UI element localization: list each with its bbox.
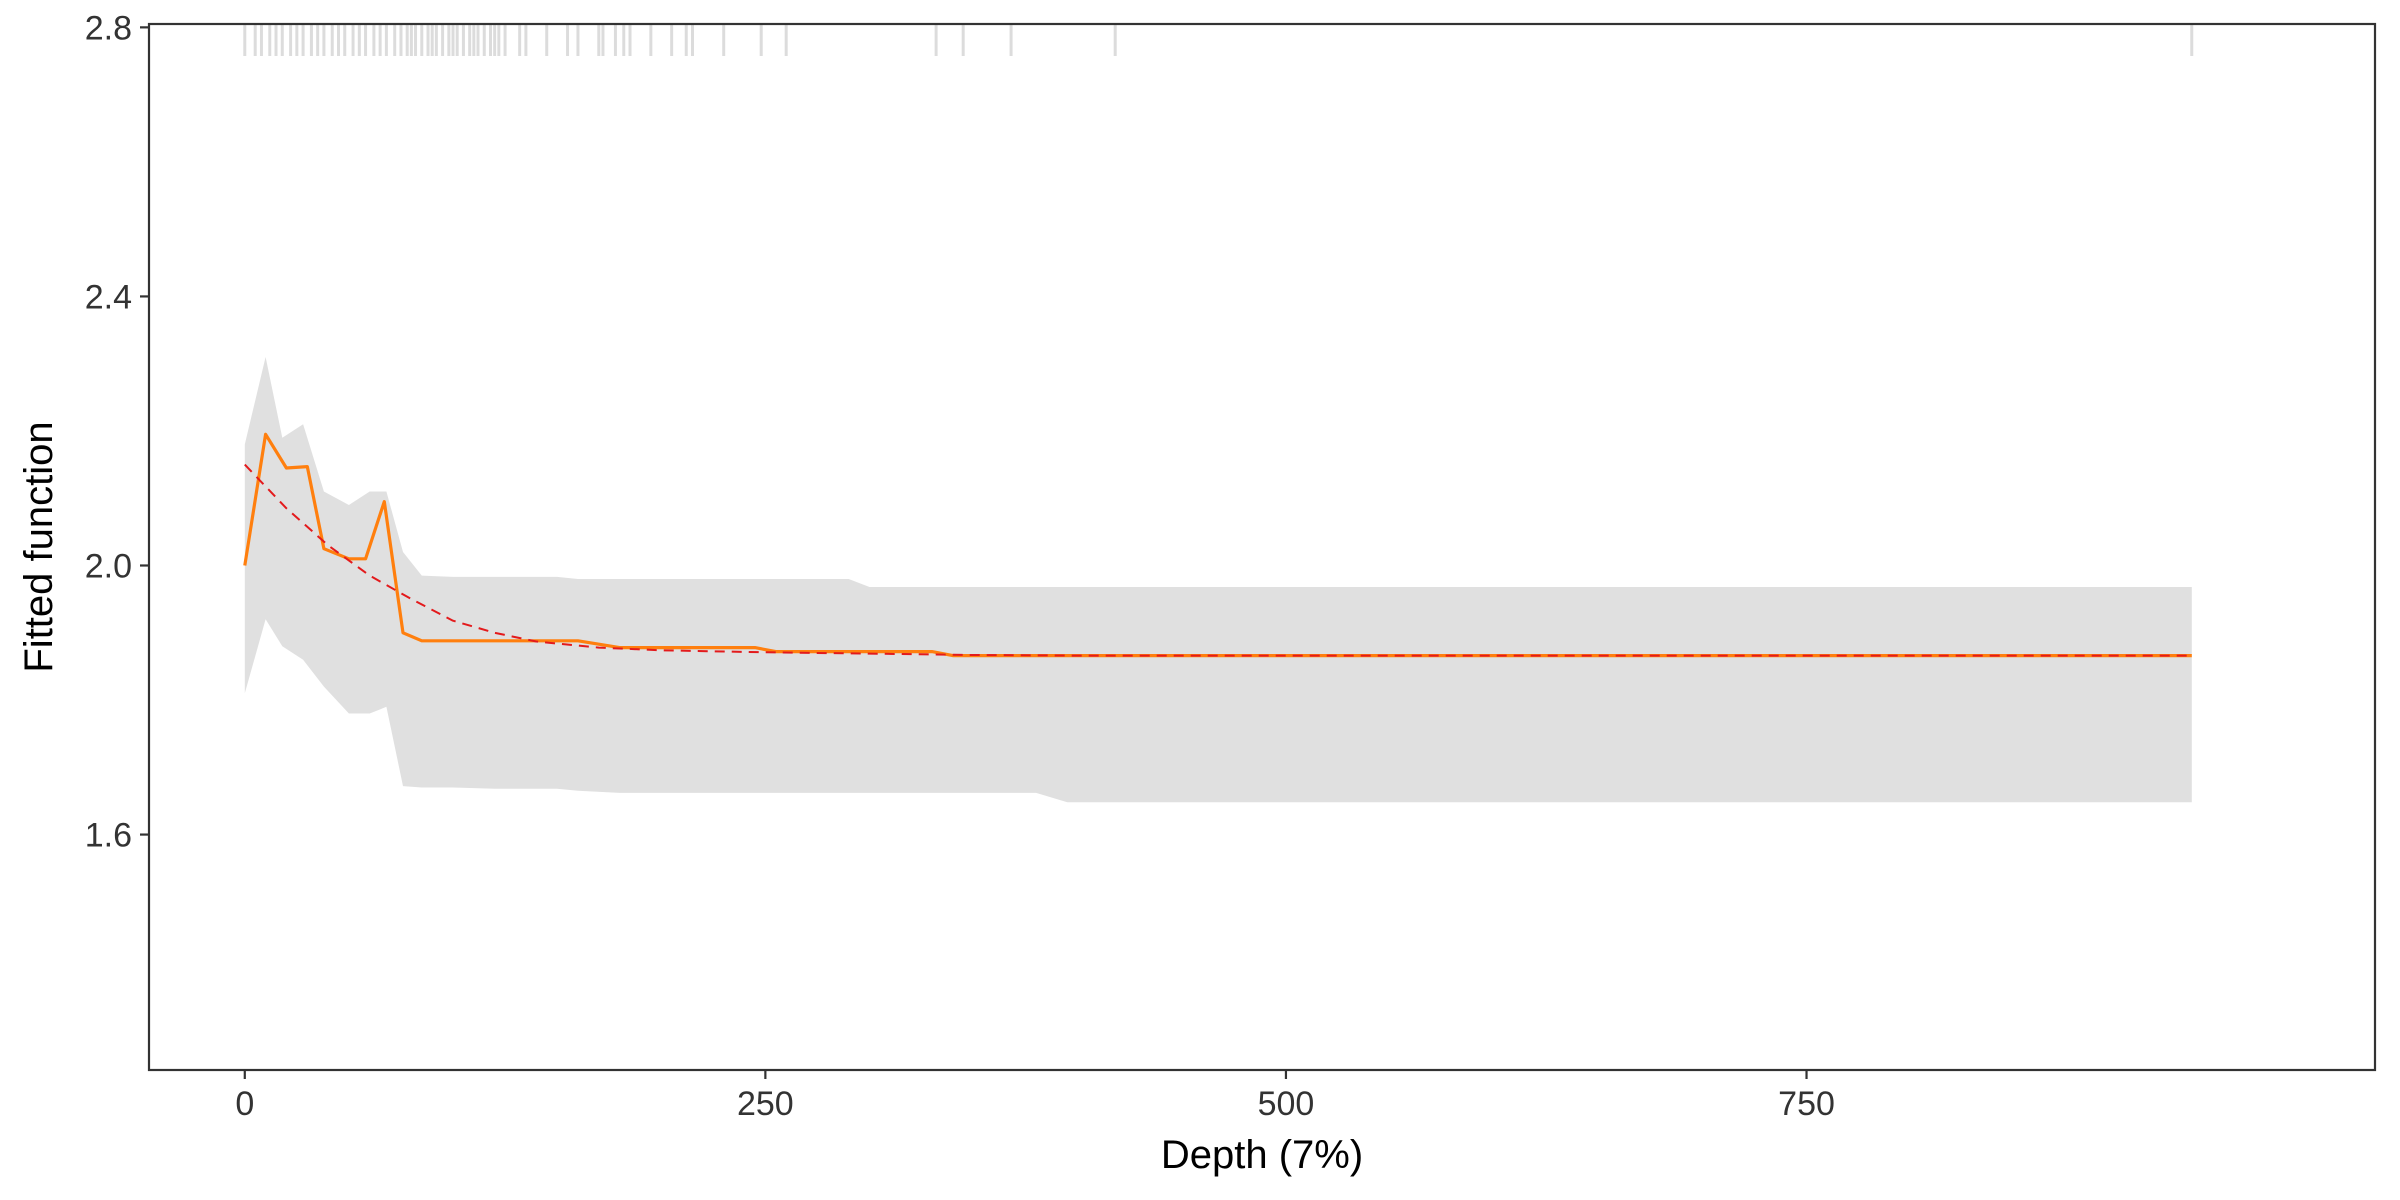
x-axis-title: Depth (7%) <box>1161 1133 1363 1177</box>
x-axis: 0 250 500 750 <box>235 1070 1835 1123</box>
rug-marks <box>243 24 2194 56</box>
x-tick-label: 250 <box>737 1085 794 1123</box>
confidence-band-area <box>244 357 2192 803</box>
panel-border <box>147 22 2377 1072</box>
fitted-function-line <box>243 432 2192 658</box>
y-tick-label: 2.0 <box>85 547 132 585</box>
series-lines <box>243 432 2192 658</box>
y-axis: 1.6 2.0 2.4 2.8 <box>85 9 149 855</box>
x-tick-label: 0 <box>235 1085 254 1123</box>
x-tick-label: 750 <box>1778 1085 1835 1123</box>
y-tick-label: 1.6 <box>85 817 132 855</box>
y-tick-label: 2.4 <box>85 278 132 316</box>
confidence-band <box>244 357 2192 803</box>
y-tick-label: 2.8 <box>85 9 132 47</box>
smooth-trend-line <box>244 463 2192 657</box>
x-tick-label: 500 <box>1258 1085 1315 1123</box>
y-axis-title: Fitted function <box>17 421 61 672</box>
